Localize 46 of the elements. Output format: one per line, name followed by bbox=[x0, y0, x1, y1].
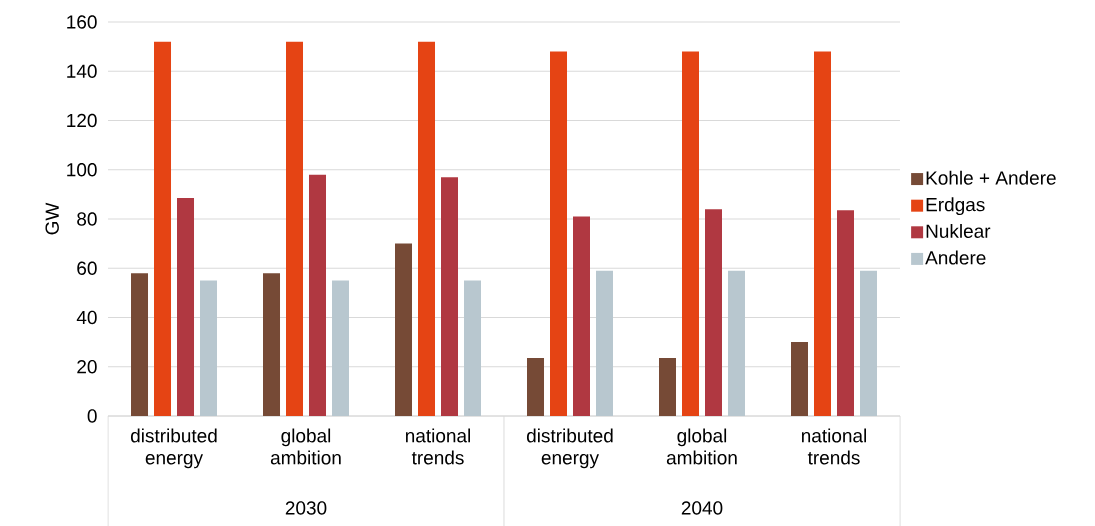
bar bbox=[837, 210, 854, 416]
legend-label: Andere bbox=[925, 250, 986, 265]
y-tick-label: 60 bbox=[77, 261, 97, 275]
y-tick-label: 120 bbox=[67, 113, 97, 128]
bar bbox=[332, 280, 350, 416]
bar bbox=[395, 243, 413, 416]
bar bbox=[286, 41, 304, 416]
bar bbox=[705, 209, 722, 416]
bar bbox=[263, 273, 281, 416]
x-tick-label: distributed energy bbox=[526, 428, 613, 469]
x-tick-label: national trends bbox=[801, 428, 866, 465]
text: 2030 bbox=[285, 501, 327, 515]
bar bbox=[573, 216, 590, 416]
y-tick-label: 80 bbox=[77, 212, 97, 226]
bar bbox=[200, 280, 218, 416]
bar bbox=[791, 342, 808, 416]
text: 2040 bbox=[681, 501, 723, 515]
y-tick-label: 20 bbox=[77, 360, 97, 374]
bar bbox=[550, 51, 567, 416]
legend-label: Nuklear bbox=[926, 223, 991, 238]
x-tick-label: distributed energy bbox=[130, 428, 217, 469]
bar bbox=[464, 280, 481, 416]
bar bbox=[154, 41, 172, 416]
y-tick-label: 140 bbox=[67, 64, 97, 78]
bar bbox=[131, 273, 149, 416]
bar bbox=[728, 270, 745, 416]
bar bbox=[682, 51, 699, 416]
y-axis-title: GW bbox=[45, 202, 59, 235]
bar bbox=[860, 270, 877, 416]
y-tick-label: 100 bbox=[67, 163, 97, 177]
x-tick-label: global ambition bbox=[270, 428, 341, 465]
legend-label: Kohle + Andere bbox=[926, 170, 1056, 185]
bar bbox=[596, 270, 613, 416]
y-tick-label: 40 bbox=[76, 310, 97, 325]
bar bbox=[309, 174, 327, 416]
y-tick-label: 160 bbox=[67, 15, 97, 29]
bar bbox=[418, 41, 436, 416]
legend-label: Erdgas bbox=[926, 197, 985, 216]
x-tick-label: global ambition bbox=[666, 428, 737, 465]
bar bbox=[527, 358, 544, 416]
bar bbox=[659, 358, 676, 416]
bar bbox=[441, 177, 459, 416]
bar bbox=[177, 198, 195, 416]
x-tick-label: national trends bbox=[405, 428, 470, 465]
bar bbox=[814, 51, 831, 416]
y-tick-label: 0 bbox=[87, 409, 97, 423]
